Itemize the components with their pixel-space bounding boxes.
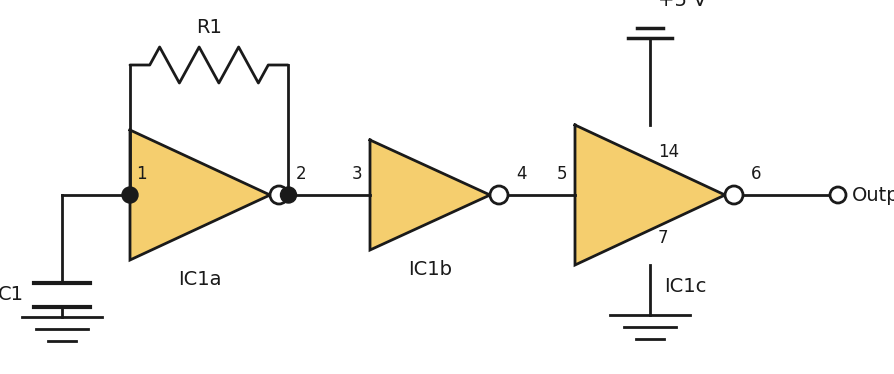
Circle shape bbox=[122, 187, 138, 203]
Circle shape bbox=[829, 187, 845, 203]
Polygon shape bbox=[574, 125, 724, 265]
Text: IC1b: IC1b bbox=[408, 260, 451, 279]
Text: 4: 4 bbox=[516, 165, 526, 183]
Text: 3: 3 bbox=[351, 165, 361, 183]
Text: IC1c: IC1c bbox=[663, 277, 705, 296]
Text: 14: 14 bbox=[657, 143, 679, 161]
Text: 1: 1 bbox=[136, 165, 147, 183]
Text: 6: 6 bbox=[750, 165, 761, 183]
Text: +5 V: +5 V bbox=[657, 0, 706, 10]
Text: Output: Output bbox=[851, 186, 894, 205]
Circle shape bbox=[489, 186, 508, 204]
Text: R1: R1 bbox=[196, 18, 222, 37]
Circle shape bbox=[280, 187, 296, 203]
Text: 2: 2 bbox=[296, 165, 307, 183]
Text: 7: 7 bbox=[657, 229, 668, 247]
Polygon shape bbox=[369, 140, 489, 250]
Text: 5: 5 bbox=[556, 165, 567, 183]
Circle shape bbox=[270, 186, 288, 204]
Polygon shape bbox=[130, 130, 270, 260]
Text: C1: C1 bbox=[0, 285, 24, 304]
Circle shape bbox=[724, 186, 742, 204]
Text: IC1a: IC1a bbox=[178, 270, 222, 289]
